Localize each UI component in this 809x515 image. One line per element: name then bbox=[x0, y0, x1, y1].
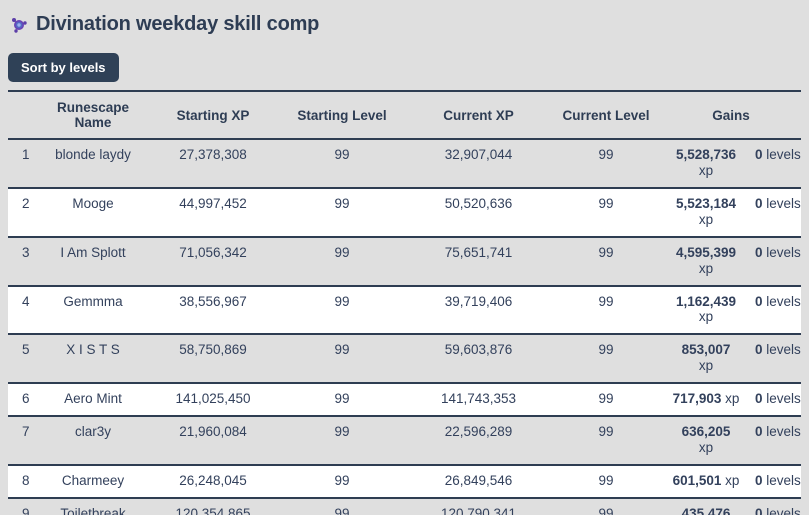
player-name-cell[interactable]: Toiletbreak bbox=[38, 497, 148, 515]
gains-levels-cell: 0 levels bbox=[751, 464, 802, 499]
starting-level-cell: 99 bbox=[278, 236, 406, 287]
table-row: 7 clar3y 21,960,084 99 22,596,289 99 636… bbox=[8, 416, 802, 466]
gains-xp-cell: 601,501 xp bbox=[661, 464, 751, 499]
player-name-cell[interactable]: blonde laydy bbox=[38, 139, 148, 189]
table-row: 4 Gemmma 38,556,967 99 39,719,406 99 1,1… bbox=[8, 285, 802, 336]
starting-xp-cell: 44,997,452 bbox=[148, 187, 278, 238]
table-row: 9 Toiletbreak 120,354,865 99 120,790,341… bbox=[8, 497, 802, 515]
column-header-current-xp: Current XP bbox=[406, 90, 551, 140]
gains-xp-cell: 5,528,736 xp bbox=[661, 139, 751, 189]
player-name-cell[interactable]: clar3y bbox=[38, 416, 148, 466]
page-header: Divination weekday skill comp bbox=[0, 0, 809, 36]
gains-levels-cell: 0 levels bbox=[751, 236, 802, 287]
current-level-cell: 99 bbox=[551, 187, 661, 238]
current-xp-cell: 75,651,741 bbox=[406, 236, 551, 287]
player-name-cell[interactable]: Aero Mint bbox=[38, 383, 148, 418]
gains-levels-cell: 0 levels bbox=[751, 416, 802, 466]
gains-levels-cell: 0 levels bbox=[751, 139, 802, 189]
current-xp-cell: 50,520,636 bbox=[406, 187, 551, 238]
gains-levels-cell: 0 levels bbox=[751, 285, 802, 336]
current-xp-cell: 39,719,406 bbox=[406, 285, 551, 336]
table-row: 3 I Am Splott 71,056,342 99 75,651,741 9… bbox=[8, 236, 802, 287]
current-level-cell: 99 bbox=[551, 334, 661, 385]
table-row: 6 Aero Mint 141,025,450 99 141,743,353 9… bbox=[8, 383, 802, 418]
starting-xp-cell: 38,556,967 bbox=[148, 285, 278, 336]
column-header-rank bbox=[8, 90, 38, 140]
table-row: 5 X I S T S 58,750,869 99 59,603,876 99 … bbox=[8, 334, 802, 385]
rank-cell: 5 bbox=[8, 334, 38, 385]
rank-cell: 2 bbox=[8, 187, 38, 238]
current-xp-cell: 141,743,353 bbox=[406, 383, 551, 418]
rank-cell: 9 bbox=[8, 497, 38, 515]
starting-level-cell: 99 bbox=[278, 334, 406, 385]
starting-xp-cell: 71,056,342 bbox=[148, 236, 278, 287]
current-level-cell: 99 bbox=[551, 464, 661, 499]
current-xp-cell: 59,603,876 bbox=[406, 334, 551, 385]
column-header-runescape-name: Runescape Name bbox=[38, 90, 148, 140]
starting-level-cell: 99 bbox=[278, 139, 406, 189]
current-level-cell: 99 bbox=[551, 497, 661, 515]
table-row: 2 Mooge 44,997,452 99 50,520,636 99 5,52… bbox=[8, 187, 802, 238]
starting-level-cell: 99 bbox=[278, 187, 406, 238]
gains-levels-cell: 0 levels bbox=[751, 187, 802, 238]
rank-cell: 7 bbox=[8, 416, 38, 466]
divination-skill-icon bbox=[12, 17, 27, 33]
column-header-starting-xp: Starting XP bbox=[148, 90, 278, 140]
sort-by-levels-button[interactable]: Sort by levels bbox=[8, 53, 119, 82]
player-name-cell[interactable]: Gemmma bbox=[38, 285, 148, 336]
column-header-starting-level: Starting Level bbox=[278, 90, 406, 140]
current-level-cell: 99 bbox=[551, 416, 661, 466]
table-row: 1 blonde laydy 27,378,308 99 32,907,044 … bbox=[8, 139, 802, 189]
gains-levels-cell: 0 levels bbox=[751, 497, 802, 515]
starting-xp-cell: 141,025,450 bbox=[148, 383, 278, 418]
gains-xp-cell: 1,162,439 xp bbox=[661, 285, 751, 336]
current-level-cell: 99 bbox=[551, 285, 661, 336]
current-level-cell: 99 bbox=[551, 139, 661, 189]
gains-xp-cell: 717,903 xp bbox=[661, 383, 751, 418]
gains-xp-cell: 435,476xp bbox=[661, 497, 751, 515]
starting-level-cell: 99 bbox=[278, 416, 406, 466]
gains-levels-cell: 0 levels bbox=[751, 334, 802, 385]
column-header-gains: Gains bbox=[661, 90, 802, 140]
rank-cell: 3 bbox=[8, 236, 38, 287]
current-xp-cell: 22,596,289 bbox=[406, 416, 551, 466]
starting-xp-cell: 26,248,045 bbox=[148, 464, 278, 499]
gains-xp-cell: 636,205 xp bbox=[661, 416, 751, 466]
rank-cell: 8 bbox=[8, 464, 38, 499]
gains-levels-cell: 0 levels bbox=[751, 383, 802, 418]
table-row: 8 Charmeey 26,248,045 99 26,849,546 99 6… bbox=[8, 464, 802, 499]
rank-cell: 6 bbox=[8, 383, 38, 418]
current-level-cell: 99 bbox=[551, 383, 661, 418]
starting-level-cell: 99 bbox=[278, 383, 406, 418]
current-xp-cell: 26,849,546 bbox=[406, 464, 551, 499]
table-header: Runescape Name Starting XP Starting Leve… bbox=[8, 90, 802, 140]
page-title: Divination weekday skill comp bbox=[36, 13, 320, 35]
starting-level-cell: 99 bbox=[278, 464, 406, 499]
rank-cell: 1 bbox=[8, 139, 38, 189]
starting-xp-cell: 120,354,865 bbox=[148, 497, 278, 515]
gains-xp-cell: 4,595,399 xp bbox=[661, 236, 751, 287]
gains-xp-cell: 5,523,184 xp bbox=[661, 187, 751, 238]
current-xp-cell: 120,790,341 bbox=[406, 497, 551, 515]
gains-xp-cell: 853,007 xp bbox=[661, 334, 751, 385]
competition-table: Runescape Name Starting XP Starting Leve… bbox=[8, 90, 802, 515]
starting-xp-cell: 21,960,084 bbox=[148, 416, 278, 466]
starting-xp-cell: 58,750,869 bbox=[148, 334, 278, 385]
current-xp-cell: 32,907,044 bbox=[406, 139, 551, 189]
player-name-cell[interactable]: Charmeey bbox=[38, 464, 148, 499]
starting-level-cell: 99 bbox=[278, 285, 406, 336]
starting-xp-cell: 27,378,308 bbox=[148, 139, 278, 189]
player-name-cell[interactable]: X I S T S bbox=[38, 334, 148, 385]
player-name-cell[interactable]: Mooge bbox=[38, 187, 148, 238]
rank-cell: 4 bbox=[8, 285, 38, 336]
column-header-current-level: Current Level bbox=[551, 90, 661, 140]
player-name-cell[interactable]: I Am Splott bbox=[38, 236, 148, 287]
starting-level-cell: 99 bbox=[278, 497, 406, 515]
current-level-cell: 99 bbox=[551, 236, 661, 287]
